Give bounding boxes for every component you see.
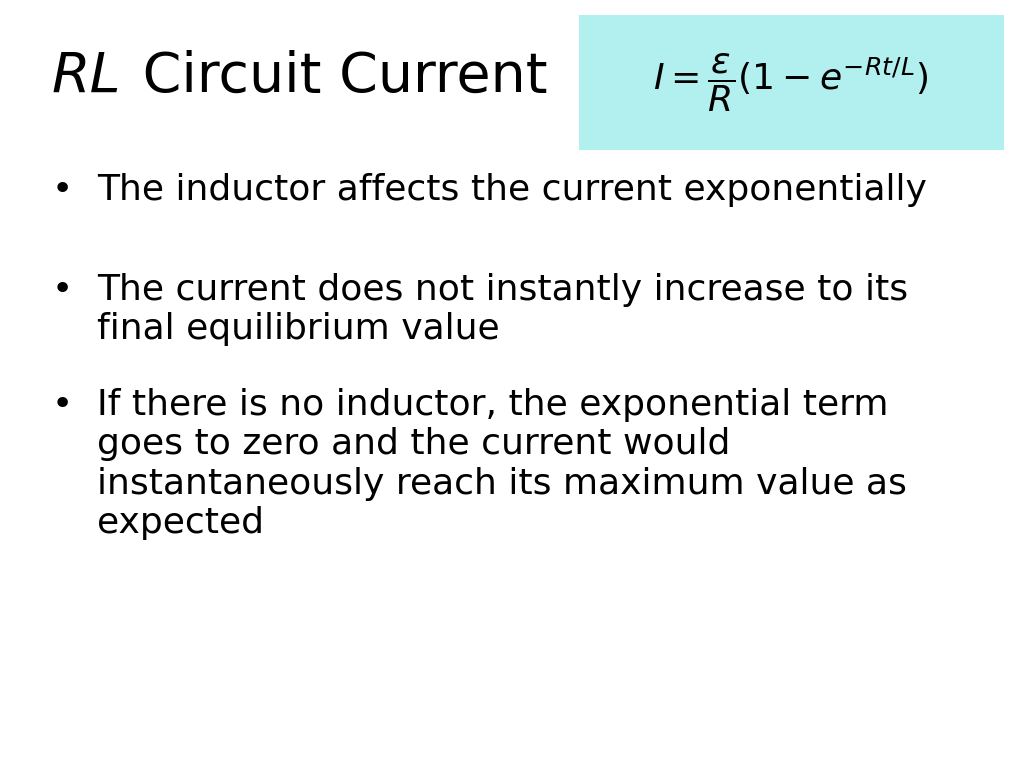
Text: The inductor affects the current exponentially: The inductor affects the current exponen… bbox=[97, 173, 927, 207]
Text: Circuit Current: Circuit Current bbox=[125, 50, 548, 104]
FancyBboxPatch shape bbox=[579, 15, 1004, 150]
Text: If there is no inductor, the exponential term
goes to zero and the current would: If there is no inductor, the exponential… bbox=[97, 388, 907, 540]
Text: •: • bbox=[51, 273, 73, 306]
Text: RL: RL bbox=[51, 50, 121, 103]
Text: The current does not instantly increase to its
final equilibrium value: The current does not instantly increase … bbox=[97, 273, 908, 346]
Text: $I = \dfrac{\varepsilon}{R}\left(1 - e^{-Rt/L}\right)$: $I = \dfrac{\varepsilon}{R}\left(1 - e^{… bbox=[653, 51, 929, 114]
Text: •: • bbox=[51, 173, 73, 207]
Text: •: • bbox=[51, 388, 73, 422]
